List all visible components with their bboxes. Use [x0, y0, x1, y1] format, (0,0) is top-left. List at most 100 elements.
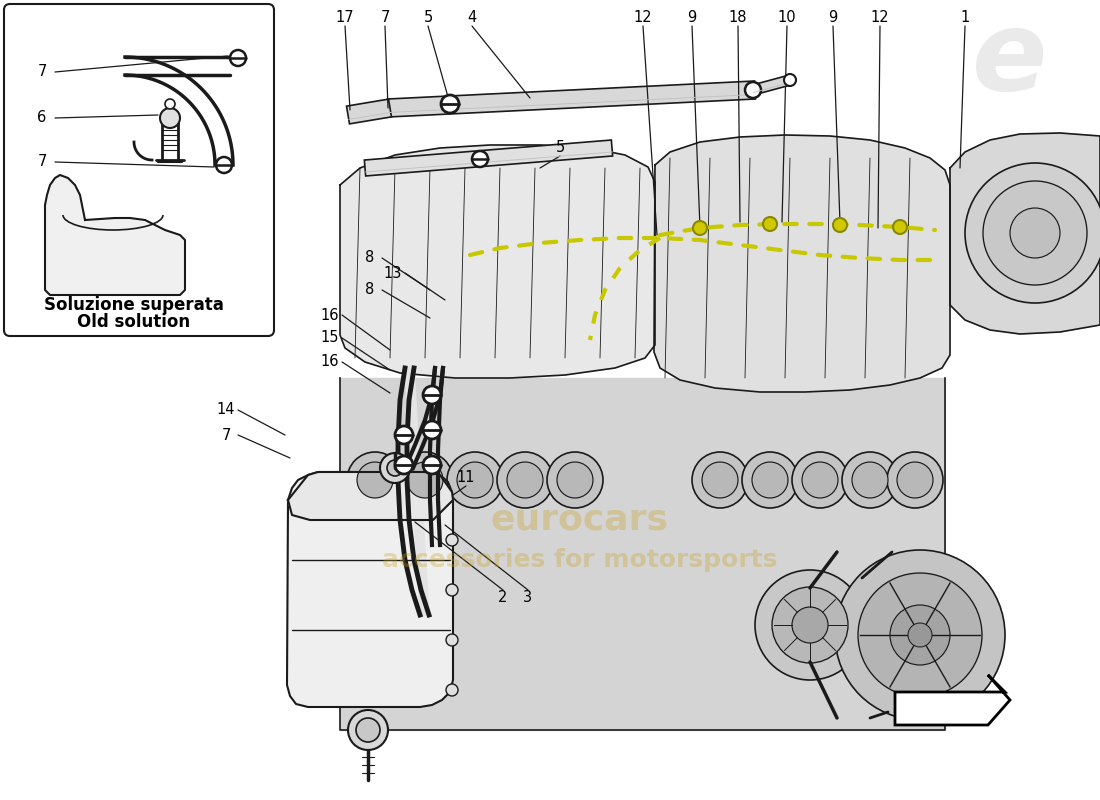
Text: 3: 3	[524, 590, 532, 606]
Circle shape	[160, 108, 180, 128]
Text: 12: 12	[871, 10, 889, 26]
Polygon shape	[950, 133, 1100, 334]
Text: 16: 16	[321, 307, 339, 322]
Polygon shape	[288, 472, 453, 520]
Circle shape	[446, 684, 458, 696]
Circle shape	[165, 99, 175, 109]
Circle shape	[216, 157, 232, 173]
Circle shape	[784, 74, 796, 86]
Polygon shape	[340, 145, 654, 378]
Circle shape	[772, 587, 848, 663]
Text: 7: 7	[381, 10, 389, 26]
Polygon shape	[387, 81, 756, 117]
Circle shape	[446, 634, 458, 646]
Circle shape	[983, 181, 1087, 285]
Circle shape	[835, 550, 1005, 720]
Circle shape	[893, 220, 907, 234]
Circle shape	[424, 421, 441, 439]
Polygon shape	[340, 378, 945, 730]
Text: 4: 4	[468, 10, 476, 26]
Text: 10: 10	[778, 10, 796, 26]
Circle shape	[387, 460, 403, 476]
Circle shape	[397, 452, 453, 508]
Text: 12: 12	[634, 10, 652, 26]
Circle shape	[1010, 208, 1060, 258]
Text: 9: 9	[688, 10, 696, 26]
Text: 13: 13	[384, 266, 403, 281]
Circle shape	[908, 623, 932, 647]
Text: Old solution: Old solution	[77, 313, 190, 331]
Circle shape	[424, 456, 441, 474]
Text: accessories for motorsports: accessories for motorsports	[383, 548, 778, 572]
Text: 1: 1	[960, 10, 969, 26]
Circle shape	[346, 452, 403, 508]
Text: 9: 9	[828, 10, 837, 26]
Polygon shape	[751, 75, 791, 95]
Polygon shape	[45, 175, 185, 295]
Polygon shape	[895, 675, 1010, 725]
Text: 2: 2	[498, 590, 508, 606]
Text: 7: 7	[221, 427, 231, 442]
Circle shape	[858, 573, 982, 697]
Polygon shape	[405, 368, 429, 615]
Circle shape	[702, 462, 738, 498]
Circle shape	[965, 163, 1100, 303]
Circle shape	[395, 456, 412, 474]
Circle shape	[446, 584, 458, 596]
Circle shape	[752, 462, 788, 498]
Circle shape	[447, 452, 503, 508]
Text: 17: 17	[336, 10, 354, 26]
Polygon shape	[364, 140, 613, 176]
Text: 8: 8	[365, 250, 375, 266]
Text: 8: 8	[365, 282, 375, 298]
Circle shape	[887, 452, 943, 508]
Circle shape	[742, 452, 797, 508]
Circle shape	[441, 95, 459, 113]
Text: 14: 14	[217, 402, 235, 418]
Circle shape	[348, 710, 388, 750]
Polygon shape	[287, 472, 453, 707]
Circle shape	[230, 50, 246, 66]
Circle shape	[745, 82, 761, 98]
Circle shape	[693, 221, 707, 235]
Circle shape	[792, 452, 848, 508]
Text: 6: 6	[37, 110, 46, 126]
Text: 15: 15	[321, 330, 339, 346]
Circle shape	[472, 151, 488, 167]
Circle shape	[395, 426, 412, 444]
Circle shape	[792, 607, 828, 643]
Text: 5: 5	[556, 141, 564, 155]
Circle shape	[890, 605, 950, 665]
Circle shape	[407, 462, 443, 498]
Circle shape	[507, 462, 543, 498]
Circle shape	[547, 452, 603, 508]
Text: Soluzione superata: Soluzione superata	[44, 296, 224, 314]
Circle shape	[358, 462, 393, 498]
Polygon shape	[346, 99, 392, 124]
Text: 11: 11	[456, 470, 475, 486]
Circle shape	[557, 462, 593, 498]
Text: 7: 7	[37, 65, 46, 79]
Circle shape	[356, 718, 380, 742]
Circle shape	[802, 462, 838, 498]
Circle shape	[692, 452, 748, 508]
Text: 5: 5	[424, 10, 432, 26]
Text: e: e	[972, 6, 1047, 114]
FancyBboxPatch shape	[4, 4, 274, 336]
Circle shape	[755, 570, 865, 680]
Circle shape	[456, 462, 493, 498]
Text: eurocars: eurocars	[491, 503, 669, 537]
Circle shape	[852, 462, 888, 498]
Circle shape	[842, 452, 898, 508]
Circle shape	[763, 217, 777, 231]
Circle shape	[424, 386, 441, 404]
Circle shape	[896, 462, 933, 498]
Circle shape	[446, 534, 458, 546]
Text: 7: 7	[37, 154, 46, 170]
Text: 18: 18	[728, 10, 747, 26]
Text: 16: 16	[321, 354, 339, 370]
Circle shape	[497, 452, 553, 508]
Circle shape	[833, 218, 847, 232]
Circle shape	[379, 453, 410, 483]
Polygon shape	[654, 135, 950, 392]
